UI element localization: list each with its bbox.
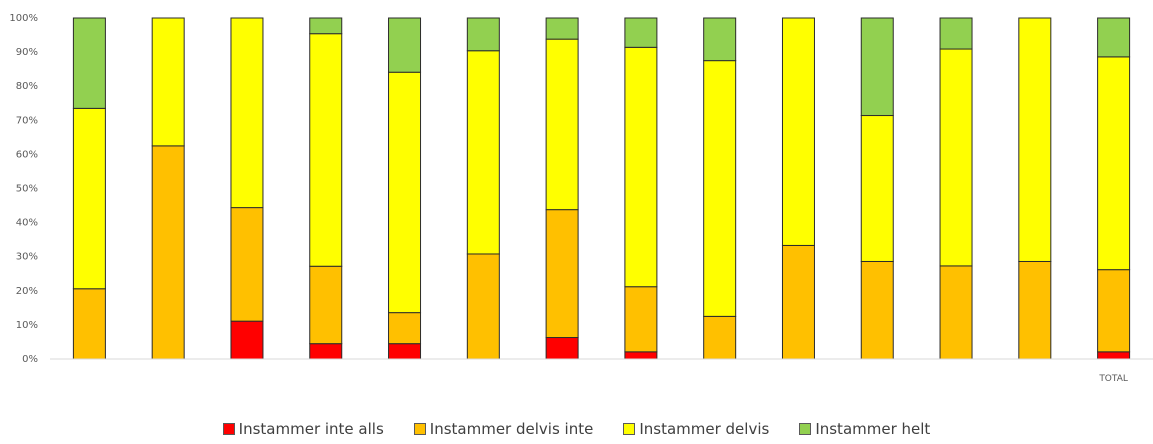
bar-segment (230, 207, 264, 322)
bar-segment (1018, 260, 1052, 360)
bars (72, 17, 1131, 360)
bar-segment (388, 312, 422, 345)
legend-label: Instammer delvis (639, 420, 770, 438)
legend-item-inte-alls: Instammer inte alls (222, 420, 384, 438)
bar-segment (860, 17, 894, 117)
legend-label: Instammer delvis inte (429, 420, 594, 438)
y-axis: 0% 10% 20% 30% 40% 50% 60% 70% 80% 90% 100% (9, 13, 38, 365)
y-tick-label: 30% (16, 252, 38, 263)
bar-segment (466, 17, 500, 52)
legend: Instammer inte alls Instammer delvis int… (0, 420, 1153, 438)
bar-segment (230, 320, 264, 360)
y-tick-label: 60% (16, 149, 38, 160)
bar-segment (72, 17, 106, 109)
bar-segment (703, 60, 737, 317)
bar-segment (309, 343, 343, 360)
legend-label: Instammer helt (815, 420, 931, 438)
bar-segment (1097, 56, 1131, 271)
bar-segment (860, 260, 894, 360)
bar-segment (466, 253, 500, 360)
bar-segment (309, 17, 343, 35)
legend-item-delvis: Instammer delvis (623, 420, 769, 438)
bar-segment (703, 17, 737, 62)
bar-segment (624, 351, 658, 360)
legend-item-delvis-inte: Instammer delvis inte (413, 420, 594, 438)
bar-segment (703, 315, 737, 360)
legend-swatch (222, 423, 235, 435)
bar-segment (151, 145, 185, 360)
bar-segment (545, 209, 579, 339)
bar-segment (939, 48, 973, 267)
legend-swatch (413, 423, 426, 435)
x-category-label: TOTAL (1098, 374, 1128, 384)
bar-segment (230, 17, 264, 209)
stacked-bar-chart: 0% 10% 20% 30% 40% 50% 60% 70% 80% 90% 100% TOTAL (9, 13, 1153, 384)
bar-segment (309, 265, 343, 345)
y-tick-label: 40% (16, 218, 38, 229)
bar-segment (388, 343, 422, 360)
legend-swatch (799, 423, 812, 435)
y-tick-label: 100% (9, 13, 38, 24)
bar-segment (939, 265, 973, 360)
bar-segment (1018, 17, 1052, 262)
y-tick-label: 90% (16, 47, 38, 58)
bar-segment (781, 17, 815, 246)
bar-segment (388, 17, 422, 73)
bar-segment (781, 244, 815, 360)
x-axis-labels: TOTAL (1098, 374, 1128, 384)
bar-segment (939, 17, 973, 50)
bar-segment (309, 33, 343, 267)
bar-segment (466, 50, 500, 255)
y-tick-label: 50% (16, 184, 38, 195)
bar-segment (1097, 17, 1131, 58)
legend-swatch (623, 423, 636, 435)
bar-segment (1097, 269, 1131, 353)
legend-label: Instammer inte alls (238, 420, 384, 438)
bar-segment (1097, 351, 1131, 360)
y-tick-label: 0% (22, 354, 38, 365)
bar-segment (72, 107, 106, 290)
bar-segment (860, 115, 894, 262)
bar-segment (151, 17, 185, 147)
bar-segment (388, 71, 422, 314)
y-tick-label: 70% (16, 115, 38, 126)
bar-segment (72, 288, 106, 360)
bar-segment (624, 46, 658, 288)
y-tick-label: 10% (16, 320, 38, 331)
y-tick-label: 80% (16, 81, 38, 92)
bar-segment (624, 17, 658, 48)
bar-segment (545, 337, 579, 360)
y-tick-label: 20% (16, 286, 38, 297)
bar-segment (545, 17, 579, 40)
legend-item-helt: Instammer helt (799, 420, 930, 438)
bar-segment (624, 286, 658, 353)
bar-segment (545, 38, 579, 211)
